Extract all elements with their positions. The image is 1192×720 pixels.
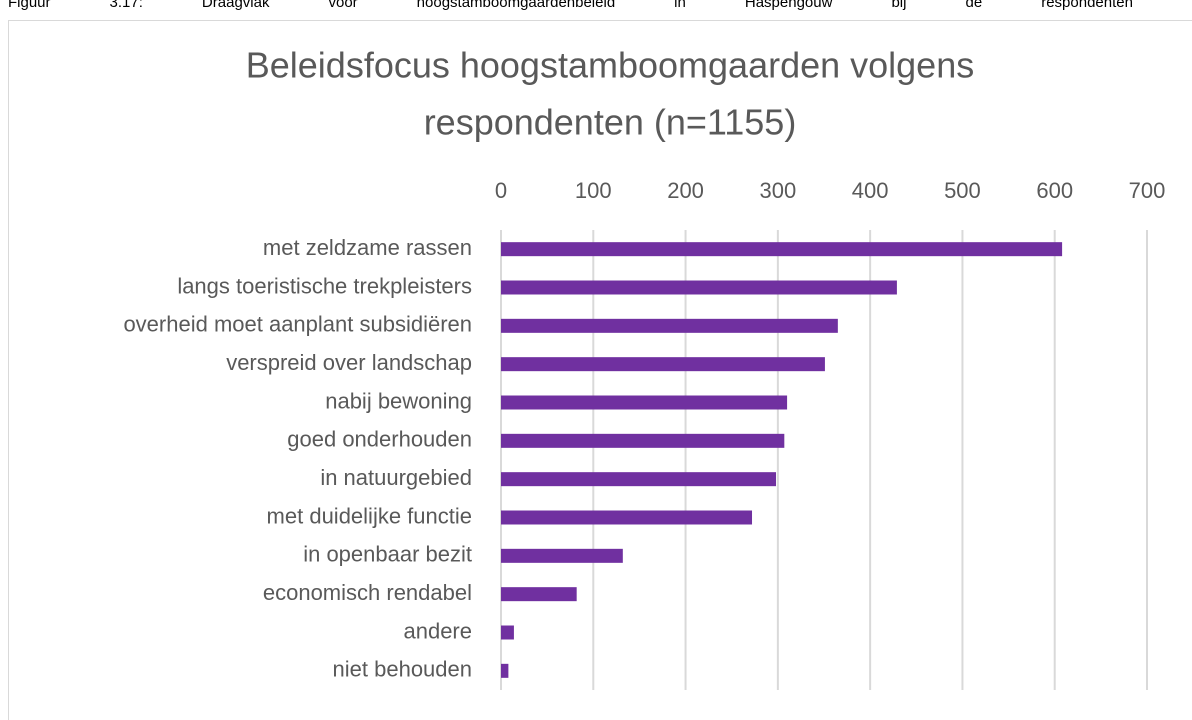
- y-tick-label: nabij bewoning: [325, 388, 472, 413]
- bar: [501, 280, 897, 295]
- figure-caption: Figuur 3.17: Draagvlak voor hoogstamboom…: [8, 0, 1192, 11]
- bar: [501, 395, 788, 410]
- y-tick-label: andere: [403, 618, 472, 643]
- chart-frame: [8, 20, 1192, 720]
- y-tick-label: niet behouden: [333, 657, 472, 682]
- y-tick-label: goed onderhouden: [287, 427, 472, 452]
- y-tick-label: verspreid over landschap: [226, 350, 472, 375]
- bar: [501, 242, 1063, 257]
- bar: [501, 625, 514, 640]
- x-tick-label: 500: [944, 178, 981, 203]
- bar: [501, 472, 777, 487]
- chart-title: respondenten (n=1155): [424, 102, 797, 143]
- y-tick-label: in natuurgebied: [320, 465, 472, 490]
- bar: [501, 357, 825, 372]
- bar: [501, 433, 785, 448]
- x-tick-label: 600: [1036, 178, 1073, 203]
- y-tick-label: in openbaar bezit: [303, 542, 472, 567]
- bar: [501, 663, 509, 678]
- x-tick-label: 0: [495, 178, 507, 203]
- x-tick-label: 400: [852, 178, 889, 203]
- x-tick-label: 200: [667, 178, 704, 203]
- y-tick-label: met zeldzame rassen: [263, 235, 472, 260]
- x-tick-label: 700: [1129, 178, 1166, 203]
- x-tick-label: 100: [575, 178, 612, 203]
- y-tick-label: economisch rendabel: [263, 580, 472, 605]
- bar: [501, 548, 623, 563]
- x-tick-label: 300: [759, 178, 796, 203]
- bar: [501, 587, 577, 602]
- chart-title: Beleidsfocus hoogstamboomgaarden volgens: [246, 45, 974, 86]
- y-tick-label: overheid moet aanplant subsidiëren: [123, 312, 472, 337]
- y-tick-label: met duidelijke functie: [267, 503, 472, 528]
- bar: [501, 318, 838, 333]
- y-tick-label: langs toeristische trekpleisters: [177, 273, 472, 298]
- bar: [501, 510, 753, 525]
